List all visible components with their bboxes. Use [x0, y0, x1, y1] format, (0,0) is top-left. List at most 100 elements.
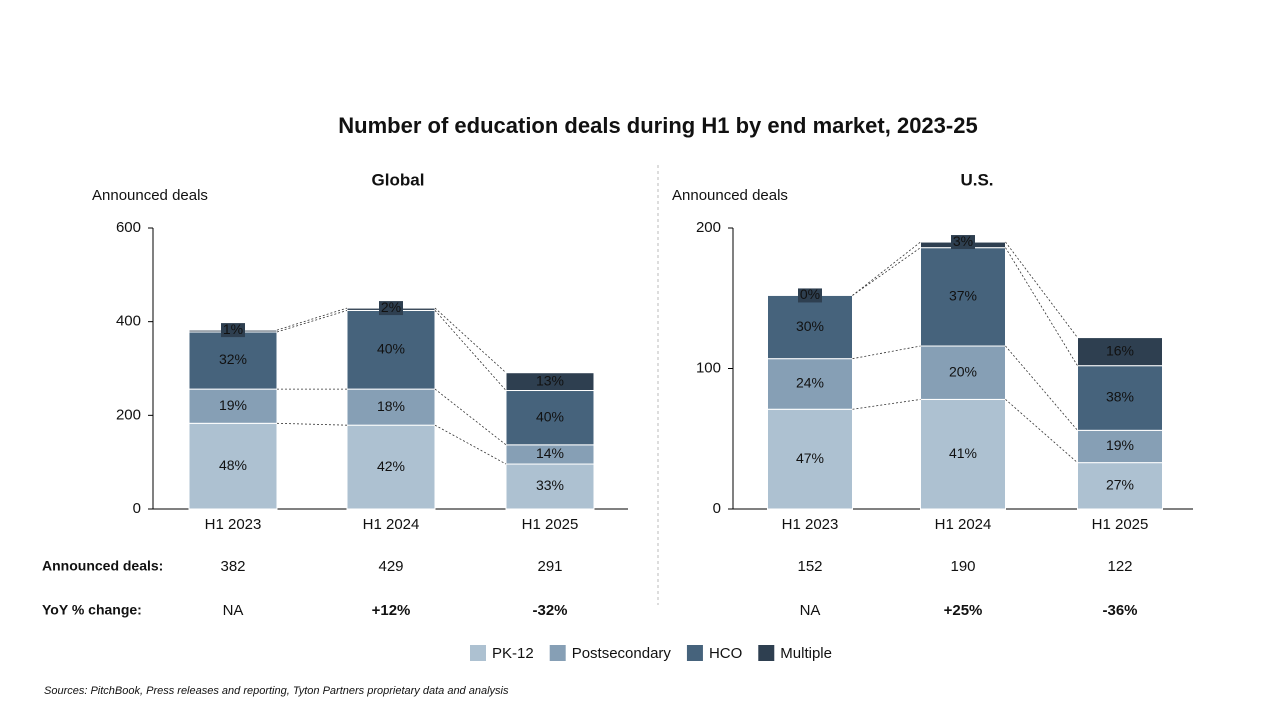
- source: Sources: PitchBook, Press releases and r…: [44, 685, 509, 697]
- bar-segment: [505, 463, 595, 510]
- connector: [852, 247, 921, 296]
- bar-segment: [920, 398, 1006, 510]
- y-tick-label: 0: [713, 500, 721, 517]
- bar-segment: [920, 247, 1006, 347]
- label-box: [221, 323, 245, 338]
- total: 190: [950, 558, 975, 575]
- segment-label: 33%: [536, 477, 564, 493]
- connector: [434, 424, 507, 465]
- segment-label: 37%: [949, 288, 977, 304]
- subplot-title: Global: [372, 170, 425, 189]
- bar-segment: [767, 408, 853, 510]
- x-tick-label: H1 2025: [1092, 516, 1149, 533]
- x-tick-label: H1 2024: [935, 516, 992, 533]
- connector: [852, 399, 921, 410]
- x-tick-label: H1 2023: [782, 516, 839, 533]
- bar-segment: [1077, 462, 1163, 510]
- bar-segment: [1077, 337, 1163, 367]
- connector: [434, 310, 507, 391]
- bar-segment: [346, 424, 436, 510]
- legend-label: Multiple: [780, 645, 832, 662]
- total: 152: [797, 558, 822, 575]
- bar-segment: [346, 388, 436, 426]
- segment-label: 18%: [377, 398, 405, 414]
- legend-swatch: [549, 645, 566, 661]
- x-tick-label: H1 2025: [522, 516, 579, 533]
- y-axis-label: Announced deals: [92, 187, 208, 204]
- connector: [1005, 345, 1078, 431]
- segment-label: 42%: [377, 458, 405, 474]
- x-tick-label: H1 2023: [205, 516, 262, 533]
- row-label: Announced deals:: [42, 558, 163, 574]
- yoy: +25%: [944, 602, 983, 619]
- connector: [1005, 247, 1078, 366]
- segment-label: 16%: [1106, 342, 1134, 358]
- x-tick-label: H1 2024: [363, 516, 420, 533]
- y-tick-label: 200: [116, 406, 141, 423]
- legend-label: PK-12: [492, 645, 534, 662]
- segment-label: 47%: [796, 450, 824, 466]
- segment-label: 40%: [377, 340, 405, 356]
- legend-swatch: [470, 645, 486, 661]
- segment-label: 27%: [1106, 477, 1134, 493]
- segment-label: 38%: [1106, 389, 1134, 405]
- connector: [852, 345, 921, 360]
- y-tick-label: 400: [116, 313, 141, 330]
- segment-label: 48%: [219, 457, 247, 473]
- segment-label: 32%: [219, 351, 247, 367]
- label-box: [798, 288, 822, 303]
- segment-label: 24%: [796, 375, 824, 391]
- connector: [434, 307, 507, 374]
- legend-swatch: [758, 645, 775, 661]
- bar-segment: [767, 294, 853, 360]
- bar-segment: [1077, 365, 1163, 431]
- segment-label: 14%: [536, 445, 564, 461]
- segment-label: 13%: [536, 372, 564, 388]
- segment-label: 1%: [223, 321, 243, 337]
- connector: [1005, 241, 1078, 338]
- legend-swatch: [686, 645, 703, 661]
- y-tick-label: 200: [696, 219, 721, 236]
- label-box: [379, 301, 403, 316]
- segment-label: 41%: [949, 445, 977, 461]
- segment-label: 0%: [800, 286, 820, 302]
- segment-label: 20%: [949, 363, 977, 379]
- bar-segment: [346, 309, 436, 390]
- yoy: +12%: [372, 602, 411, 619]
- total: 429: [378, 558, 403, 575]
- bar-segment: [920, 345, 1006, 400]
- y-tick-label: 600: [116, 219, 141, 236]
- connector: [276, 310, 348, 333]
- segment-label: 2%: [381, 299, 401, 315]
- yoy: -32%: [532, 602, 567, 619]
- bar-segment: [767, 358, 853, 410]
- subplot-title: U.S.: [960, 170, 993, 189]
- y-axis-label: Announced deals: [672, 187, 788, 204]
- connector: [1005, 399, 1078, 463]
- bar-segment: [188, 422, 278, 510]
- y-tick-label: 100: [696, 359, 721, 376]
- segment-label: 19%: [219, 397, 247, 413]
- bar-segment: [505, 372, 595, 392]
- connector: [852, 241, 921, 296]
- row-label: YoY % change:: [42, 602, 142, 618]
- yoy: NA: [223, 602, 244, 619]
- total: 382: [220, 558, 245, 575]
- segment-label: 3%: [953, 233, 973, 249]
- total: 122: [1107, 558, 1132, 575]
- connector: [276, 422, 348, 426]
- segment-label: 19%: [1106, 437, 1134, 453]
- connector: [276, 307, 348, 331]
- label-box: [951, 235, 975, 250]
- bar-segment: [188, 331, 278, 390]
- yoy: NA: [800, 602, 821, 619]
- segment-label: 30%: [796, 318, 824, 334]
- total: 291: [537, 558, 562, 575]
- yoy: -36%: [1102, 602, 1137, 619]
- legend-label: HCO: [709, 645, 742, 662]
- bar-segment: [188, 388, 278, 424]
- legend-label: Postsecondary: [572, 645, 672, 662]
- segment-label: 40%: [536, 408, 564, 424]
- chart-title: Number of education deals during H1 by e…: [338, 113, 977, 138]
